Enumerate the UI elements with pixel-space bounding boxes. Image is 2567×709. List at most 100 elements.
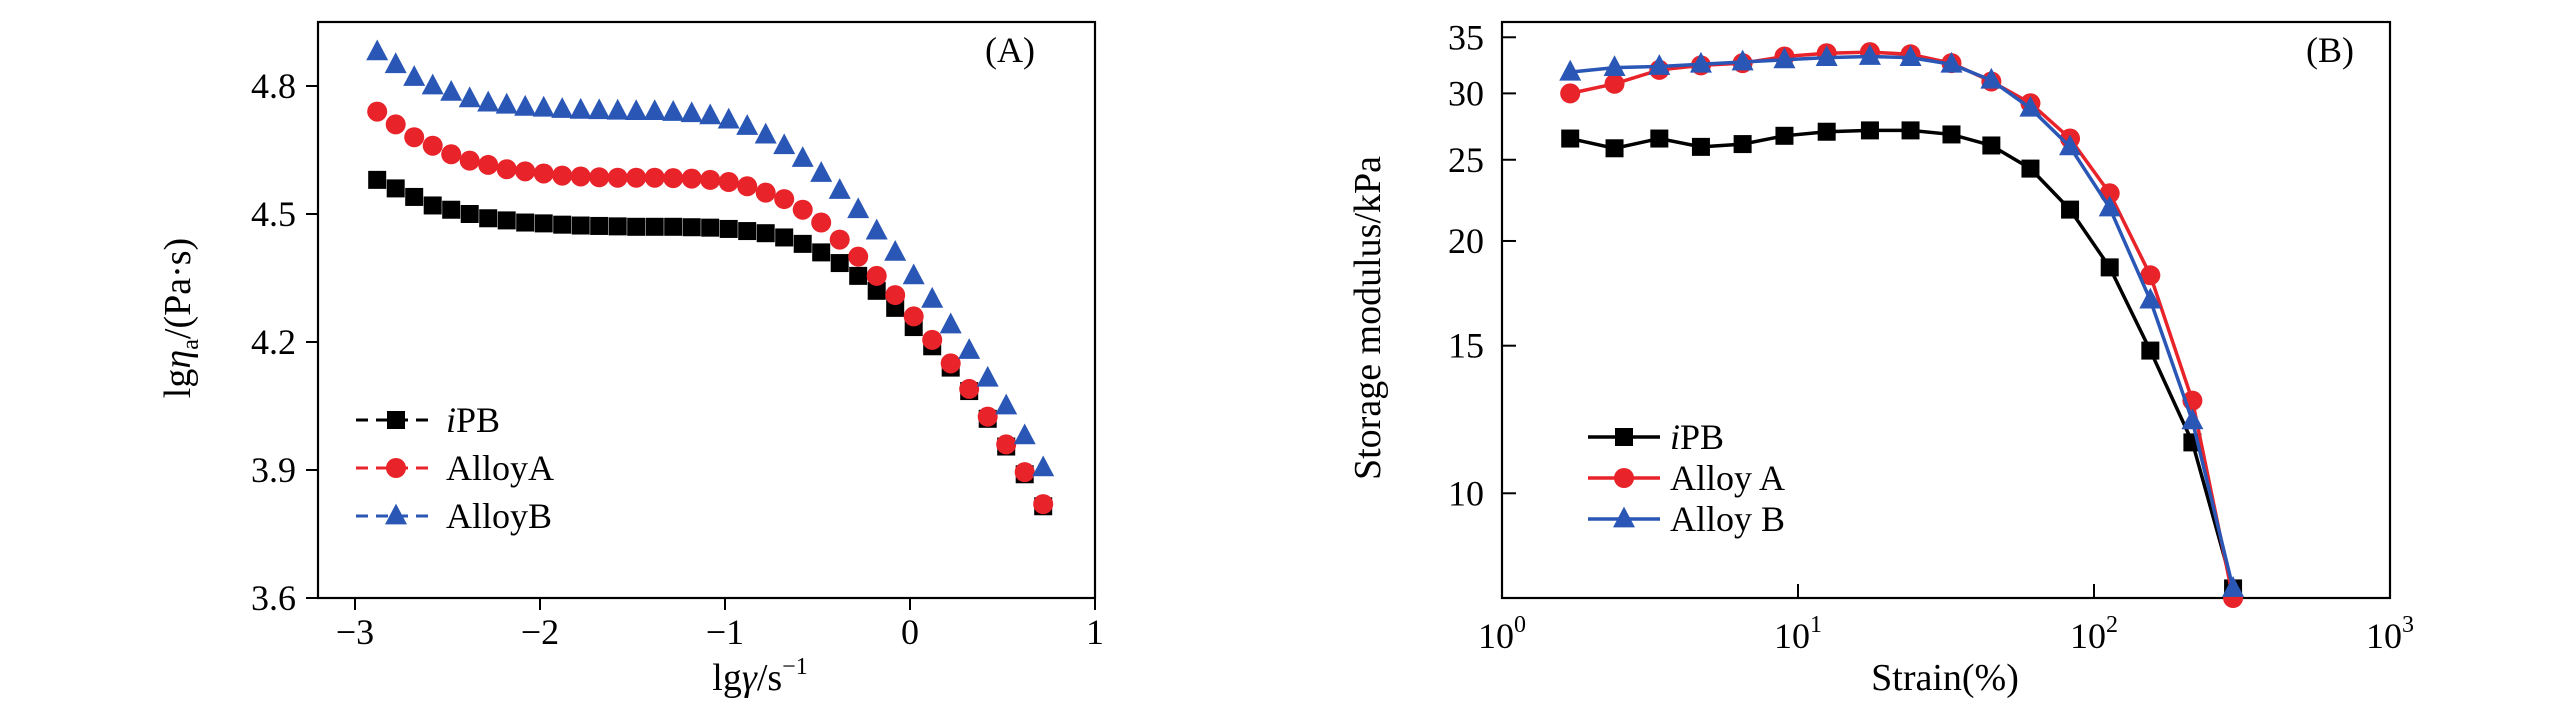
panel-a-point-alloya <box>459 150 480 171</box>
legend-label-part: Alloy B <box>1670 499 1785 539</box>
panel-a-legend-label: iPB <box>446 400 500 440</box>
panel-a-point-alloya <box>422 135 443 156</box>
panel-b-x-axis-label: Strain(%) <box>1871 657 2019 699</box>
panel-b-point-alloy-b <box>2019 95 2042 117</box>
panel-a-legend-marker <box>387 411 405 429</box>
panel-a-point-ipb <box>497 211 516 230</box>
panel-a-point-alloyb <box>643 99 666 120</box>
panel-a-legend-label: AlloyA <box>446 448 554 488</box>
panel-b-y-tick-label: 20 <box>1448 221 1484 261</box>
panel-b-label: (B) <box>2306 30 2354 70</box>
panel-a-point-alloyb <box>847 197 870 219</box>
panel-b-legend-marker <box>1613 506 1635 528</box>
legend-label-part: PB <box>1680 417 1724 457</box>
panel-a-point-alloya <box>977 406 998 427</box>
panel-a-point-ipb <box>867 281 886 300</box>
panel-a-point-ipb <box>534 214 553 233</box>
panel-b-series-alloy-b <box>1559 44 2245 597</box>
panel-b-y-tick-label: 15 <box>1448 326 1484 366</box>
panel-a-y-tick-label: 3.9 <box>251 450 296 490</box>
panel-a-point-alloyb <box>1013 423 1036 445</box>
panel-b-point-alloy-b <box>1858 44 1881 65</box>
panel-a-point-alloya <box>829 229 850 250</box>
panel-a-point-ipb <box>627 217 646 236</box>
panel-b-point-alloy-b <box>2181 408 2204 430</box>
panel-b-frame <box>1500 20 2392 600</box>
x-label-part-gamma: γ <box>742 657 758 699</box>
panel-b-legend-marker <box>1615 428 1633 446</box>
panel-a-point-alloya <box>700 169 721 190</box>
panel-b-x-tick-label: 100 <box>1478 612 1526 656</box>
panel-b-x-tick-label: 103 <box>2366 612 2414 656</box>
panel-a-point-alloyb <box>366 39 389 61</box>
panel-b-y-tick-label: 35 <box>1448 17 1484 57</box>
panel-a-legend-marker <box>385 503 407 525</box>
panel-a-point-ipb <box>830 254 849 273</box>
panel-b-point-ipb <box>1691 137 1710 156</box>
x-label-part-unit: /s <box>757 657 782 699</box>
panel-a-point-alloya <box>996 434 1017 455</box>
panel-a-point-alloya <box>515 161 536 182</box>
panel-a-point-alloya <box>404 127 425 148</box>
panel-a-point-alloyb <box>773 133 796 155</box>
panel-b-legend-entry-alloy-a: Alloy A <box>1588 458 1785 498</box>
legend-label-part: AlloyA <box>446 448 554 488</box>
panel-b-point-alloy-b <box>2059 134 2082 156</box>
panel-b-point-ipb <box>2100 258 2119 277</box>
panel-b-point-alloy-b <box>1648 54 1671 75</box>
panel-a-point-ipb <box>460 205 479 223</box>
panel-a-point-alloyb <box>625 99 648 120</box>
tick-label-exponent: 1 <box>1810 612 1822 638</box>
panel-a-point-alloya <box>1014 462 1035 483</box>
panel-b-point-alloy-b <box>1689 51 1712 73</box>
panel-a-series <box>366 39 1055 516</box>
panel-a-point-alloyb <box>699 103 722 125</box>
panel-b-point-alloy-b <box>2222 576 2245 597</box>
panel-a-point-alloya <box>441 144 462 165</box>
panel-a-legend-label: AlloyB <box>446 496 552 536</box>
panel-a-point-ipb <box>590 216 609 235</box>
panel-b-x-tick-label: 102 <box>2070 612 2118 656</box>
panel-a-point-ipb <box>793 234 812 253</box>
panel-a-point-ipb <box>571 216 590 235</box>
tick-label-exponent: 0 <box>1514 612 1526 638</box>
panel-a-legend-marker <box>386 458 406 478</box>
panel-a-legend-entry-alloyb: AlloyB <box>356 496 552 536</box>
y-label-part-eta: η <box>157 350 199 369</box>
panel-a-point-alloyb <box>569 97 592 119</box>
panel-b-point-ipb <box>1860 121 1879 140</box>
panel-a-point-ipb <box>608 217 627 236</box>
panel-b-series-ipb <box>1561 121 2243 598</box>
panel-b-point-alloy-a <box>1560 83 1581 104</box>
panel-a-point-alloya <box>755 182 776 203</box>
panel-a-point-alloyb <box>828 178 851 199</box>
panel-a-point-alloya <box>959 378 980 399</box>
panel-a-axes: −3 −2 −1 0 1 3.6 3.9 4.2 4.5 4.8 <box>251 20 1104 652</box>
panel-b-point-alloy-b <box>1603 55 1626 77</box>
panel-b-legend-label: Alloy B <box>1670 499 1785 539</box>
panel-a-point-alloya <box>367 101 388 122</box>
legend-label-part: Alloy A <box>1670 458 1785 498</box>
tick-label-exponent: 3 <box>2402 612 2414 638</box>
panel-a-point-alloyb <box>403 65 426 86</box>
panel-b-y-tick-label: 10 <box>1448 473 1484 513</box>
panel-b-y-axis-label: Storage modulus/kPa <box>1347 156 1389 480</box>
panel-a-point-alloya <box>570 166 591 187</box>
panel-b-point-alloy-b <box>2139 287 2162 309</box>
panel-b-series <box>1559 42 2245 608</box>
panel-a-point-alloyb <box>384 52 407 74</box>
panel-b-legend-label: iPB <box>1670 417 1724 457</box>
panel-a-point-alloyb <box>421 73 444 95</box>
panel-a-point-ipb <box>516 213 535 232</box>
panel-a-point-alloyb <box>717 107 740 129</box>
legend-label-part: AlloyB <box>446 496 552 536</box>
panel-a-point-alloya <box>718 172 739 192</box>
panel-b-point-alloy-a <box>2140 265 2161 286</box>
panel-a-y-axis-label: lgηa/(Pa·s) <box>157 238 204 398</box>
panel-a-point-alloya <box>903 306 924 327</box>
panel-b-y-tick-label: 25 <box>1448 140 1484 180</box>
tick-label-base: 10 <box>2070 616 2106 656</box>
panel-a-x-tick-label: −1 <box>706 612 744 652</box>
